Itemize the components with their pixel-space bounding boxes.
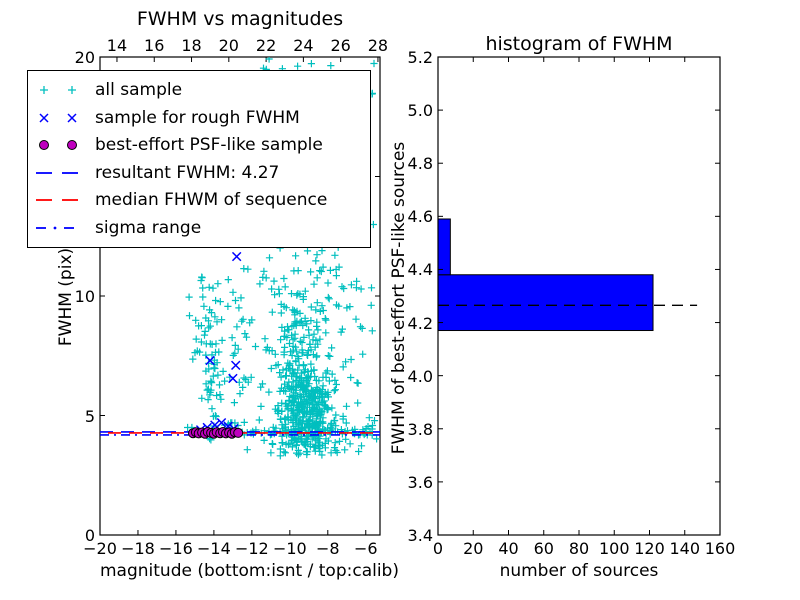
- tick-label: −16: [159, 539, 193, 558]
- tick-label: 100: [598, 539, 630, 558]
- tick-label: 0: [84, 526, 95, 545]
- tick-label: −20: [83, 539, 117, 558]
- plus-legend-marker-icon: [40, 86, 76, 94]
- tick-label: 20: [74, 48, 95, 67]
- tick-label: −14: [197, 539, 231, 558]
- tick-label: 5.2: [407, 48, 433, 67]
- tick-label: 24: [293, 36, 314, 55]
- tick-marks: [99, 56, 721, 536]
- tick-label: 3.6: [407, 472, 433, 492]
- legend-entry: best-effort PSF-like sample: [28, 131, 370, 159]
- tick-label: 20: [463, 539, 484, 558]
- tick-label: 10: [74, 287, 95, 306]
- tick-label: 0: [432, 539, 444, 558]
- dashed-legend-marker-icon: [36, 199, 78, 202]
- tick-label: 140: [669, 539, 701, 558]
- tick-label: 4.8: [407, 154, 433, 174]
- right-plot-xlabel: number of sources: [499, 561, 659, 581]
- legend-entry: median FHWM of sequence: [28, 186, 370, 214]
- tick-label: 16: [144, 36, 165, 55]
- right-plot-ylabel: FWHM of best-effort PSF-like sources: [389, 141, 409, 455]
- histogram-bar: [437, 218, 451, 276]
- legend-entry: sigma range: [28, 214, 370, 242]
- tick-label: 4.2: [407, 313, 433, 333]
- legend-box: all sample sample for rough FWHM best-effo…: [27, 70, 371, 248]
- tick-label: 3.8: [407, 419, 433, 439]
- tick-label: −18: [121, 539, 155, 558]
- legend-entry-label: best-effort PSF-like sample: [95, 135, 323, 156]
- legend-entry: sample for rough FWHM: [28, 104, 370, 132]
- dashed-legend-marker-icon: [36, 171, 78, 174]
- tick-label: 5: [84, 406, 95, 426]
- legend-entry: resultant FWHM: 4.27: [28, 159, 370, 187]
- histogram-bars: [437, 218, 654, 332]
- tick-label: 14: [106, 36, 128, 55]
- dashdot-legend-marker-icon: [36, 226, 74, 230]
- tick-label: 22: [255, 36, 277, 55]
- tick-label: 18: [181, 36, 202, 55]
- tick-label: 20: [218, 36, 239, 55]
- tick-label: 3.4: [407, 526, 433, 545]
- tick-label: 4.6: [407, 207, 433, 227]
- tick-label: 80: [568, 539, 590, 558]
- tick-label: 4.4: [407, 260, 433, 280]
- tick-label: 160: [704, 539, 736, 558]
- legend-entry: all sample: [28, 76, 370, 104]
- legend-entry-label: all sample: [95, 80, 183, 100]
- tick-label: 26: [330, 36, 351, 55]
- legend-entry-label: median FHWM of sequence: [95, 190, 328, 211]
- tick-label: 60: [533, 539, 554, 558]
- legend-entry-label: sample for rough FWHM: [95, 107, 300, 128]
- x-legend-marker-icon: [39, 113, 77, 123]
- tick-label: −8: [315, 539, 340, 558]
- psf-like-scatter: [188, 427, 244, 439]
- tick-label: 40: [498, 539, 519, 558]
- tick-label: 28: [367, 36, 389, 55]
- legend-entry-label: sigma range: [95, 218, 202, 238]
- histogram-bar: [437, 274, 654, 332]
- left-plot-xlabel: magnitude (bottom:isnt / top:calib): [100, 561, 399, 581]
- dot-legend-marker-icon: [39, 140, 77, 151]
- right-plot-title: histogram of FWHM: [485, 33, 673, 55]
- tick-label: −10: [272, 539, 307, 558]
- tick-label: 5.0: [407, 101, 433, 121]
- legend-entry-label: resultant FWHM: 4.27: [95, 162, 280, 183]
- tick-label: 4.0: [407, 366, 433, 386]
- tick-label: −6: [353, 539, 378, 558]
- tick-label: −12: [234, 539, 269, 558]
- left-plot-title: FWHM vs magnitudes: [136, 8, 344, 30]
- tick-label: 120: [634, 539, 665, 558]
